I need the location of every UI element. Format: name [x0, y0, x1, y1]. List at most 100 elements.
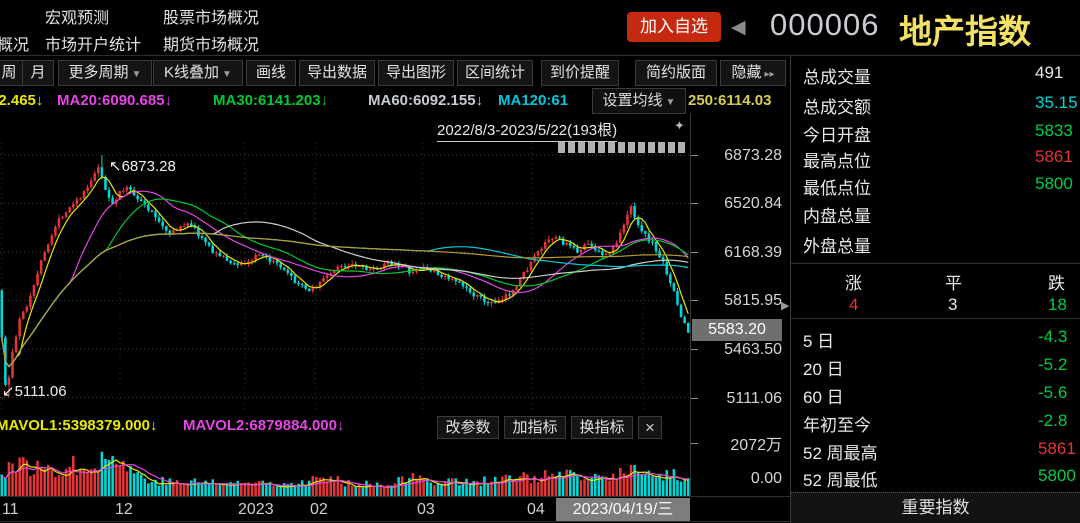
x-axis-label: 02 [310, 501, 328, 518]
panel-toggle-icon[interactable]: ▶ [781, 300, 790, 312]
axis-tick [691, 300, 698, 301]
toolbar-button-price-alert[interactable]: 到价提醒 [541, 60, 619, 86]
axis-tick [691, 443, 698, 444]
y-axis-label: 6520.84 [724, 195, 782, 212]
row-label: 内盘总量 [803, 207, 871, 226]
date-range-label[interactable]: 2022/8/3-2023/5/22(193根) [437, 119, 618, 142]
toolbar-button-kline-overlay[interactable]: K线叠加 ▼ [153, 60, 243, 86]
y-axis-label: 5463.50 [724, 341, 782, 358]
perf-label: 52 周最高 [803, 444, 878, 463]
section-divider [791, 318, 1080, 319]
volume-axis-max: 2072万 [730, 437, 782, 454]
switch-indicator-button[interactable]: 换指标 [571, 416, 633, 439]
stock-name: 地产指数 [899, 13, 1031, 50]
axis-tick [691, 398, 698, 399]
breadth-up-count: 4 [849, 295, 859, 314]
perf-value: -5.2 [1038, 355, 1068, 374]
x-axis-divider [0, 496, 790, 497]
double-chevron-right-icon: ▸▸ [764, 69, 775, 80]
menu-item-futures-market-overview[interactable]: 期货市场概况 [163, 37, 260, 54]
toolbar-button-hide[interactable]: 隐藏 ▸▸ [720, 60, 786, 86]
y-axis-label: 5111.06 [726, 390, 782, 407]
volume-chart[interactable] [0, 428, 690, 497]
low-point-annotation: ↙5111.06 [2, 383, 67, 400]
perf-label: 5 日 [803, 332, 835, 351]
collapse-left-icon[interactable]: ◀ [731, 17, 746, 38]
perf-value: 5861 [1038, 439, 1076, 458]
row-value: 491 [1035, 63, 1064, 82]
toolbar-button-week[interactable]: 周 [0, 60, 26, 86]
breadth-down-label: 跌 [1048, 274, 1065, 293]
toolbar-button-export-data[interactable]: 导出数据 [299, 60, 375, 86]
section-divider [791, 263, 1080, 264]
breadth-flat-label: 平 [945, 274, 962, 293]
row-label: 总成交量 [803, 68, 871, 87]
price-axis-border [690, 113, 691, 497]
stock-code: 000006 [770, 7, 880, 42]
axis-tick [691, 252, 698, 253]
high-point-annotation: ↖6873.28 [109, 158, 176, 175]
bottom-border [0, 521, 1080, 522]
row-label: 今日开盘 [803, 126, 871, 145]
toolbar-button-draw-line[interactable]: 画线 [246, 60, 296, 86]
breadth-down-count: 18 [1048, 295, 1067, 314]
ma30-value: MA30:6141.203↓ [213, 92, 329, 109]
volume-axis-min: 0.00 [750, 470, 782, 487]
perf-label: 年初至今 [803, 416, 871, 435]
toolbar-button-export-image[interactable]: 导出图形 [378, 60, 454, 86]
menu-item-overview-partial[interactable]: 概况 [0, 37, 30, 54]
x-axis-label: 12 [115, 501, 133, 518]
y-axis-label: 6873.28 [724, 147, 782, 164]
candlestick-chart[interactable] [0, 113, 690, 410]
pin-icon[interactable]: ✦ [674, 118, 685, 133]
header-divider [0, 55, 1080, 56]
perf-value: -2.8 [1038, 411, 1068, 430]
ma20-value: MA20:6090.685↓ [57, 92, 173, 109]
perf-label: 52 周最低 [803, 471, 878, 490]
axis-tick [691, 349, 698, 350]
mavol1-value: MAVOL1:5398379.000↓ [0, 417, 158, 434]
chevron-down-icon: ▼ [131, 69, 142, 80]
perf-label: 60 日 [803, 388, 844, 407]
ma60-value: MA60:6092.155↓ [368, 92, 484, 109]
add-watchlist-button[interactable]: 加入自选 [627, 12, 721, 42]
perf-value: -5.6 [1038, 383, 1068, 402]
row-value: 5861 [1035, 147, 1073, 166]
y-axis-label: 5815.95 [724, 292, 782, 309]
important-index-tab[interactable]: 重要指数 [791, 492, 1080, 523]
axis-tick [691, 155, 698, 156]
menu-item-stock-market-overview[interactable]: 股票市场概况 [163, 10, 260, 27]
chevron-down-icon: ▼ [222, 69, 232, 80]
toolbar-button-month[interactable]: 月 [22, 60, 54, 86]
toolbar-button-simple-layout[interactable]: 简约版面 [635, 60, 717, 86]
y-axis-label: 6168.39 [724, 244, 782, 261]
row-value: 5800 [1035, 174, 1073, 193]
right-panel-border [790, 56, 791, 523]
ma-short-value: 52.465↓ [0, 92, 44, 109]
perf-label: 20 日 [803, 360, 844, 379]
x-axis-label: 2023 [238, 501, 274, 518]
toolbar-button-range-stats[interactable]: 区间统计 [457, 60, 533, 86]
x-axis-label: 04 [527, 501, 545, 518]
ma250-value: 250:6114.03 [688, 92, 772, 109]
mavol2-value: MAVOL2:6879884.000↓ [183, 417, 345, 434]
close-icon[interactable]: × [638, 416, 662, 439]
chevron-down-icon: ▼ [665, 97, 676, 108]
row-label: 最高点位 [803, 152, 871, 171]
perf-value: -4.3 [1038, 327, 1068, 346]
toolbar-button-more-periods[interactable]: 更多周期 ▼ [58, 60, 152, 86]
change-params-button[interactable]: 改参数 [437, 416, 499, 439]
perf-value: 5800 [1038, 466, 1076, 485]
ma-settings-dropdown[interactable]: 设置均线 ▼ [592, 88, 686, 114]
menu-item-macro-forecast[interactable]: 宏观预测 [45, 10, 110, 27]
axis-tick [691, 203, 698, 204]
menu-item-account-open-stats[interactable]: 市场开户统计 [45, 37, 142, 54]
cursor-date-badge: 2023/04/19/三 [556, 498, 690, 522]
chart-scrollbar[interactable] [558, 142, 686, 153]
x-axis-label: 03 [417, 501, 435, 518]
row-label: 总成交额 [803, 98, 871, 117]
row-value: 35.15 [1035, 93, 1078, 112]
current-price-badge: 5583.20 [692, 319, 782, 341]
add-indicator-button[interactable]: 加指标 [504, 416, 566, 439]
